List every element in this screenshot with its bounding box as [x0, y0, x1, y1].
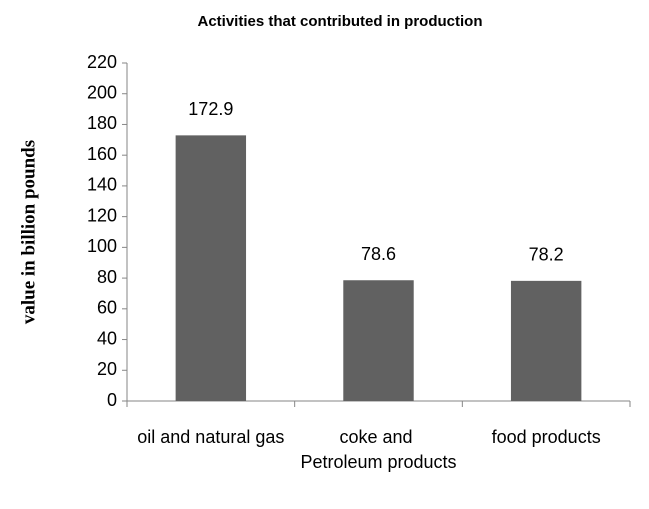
- data-label: 78.6: [361, 244, 396, 264]
- y-tick-label: 120: [87, 205, 117, 225]
- data-label: 78.2: [529, 245, 564, 265]
- y-tick-label: 60: [97, 298, 117, 318]
- x-tick-label: food products: [492, 427, 601, 447]
- data-label: 172.9: [188, 99, 233, 119]
- y-tick-label: 160: [87, 144, 117, 164]
- y-tick-label: 140: [87, 175, 117, 195]
- y-tick-label: 20: [97, 359, 117, 379]
- bar: [343, 280, 414, 401]
- y-tick-label: 200: [87, 82, 117, 102]
- x-tick-label: oil and natural gas: [137, 427, 284, 447]
- chart-title: Activities that contributed in productio…: [198, 13, 483, 30]
- x-tick-label: coke and Petroleum products: [300, 427, 456, 472]
- y-tick-label: 40: [97, 328, 117, 348]
- y-tick-label: 0: [107, 390, 117, 410]
- y-tick-label: 220: [87, 52, 117, 72]
- y-tick-label: 180: [87, 113, 117, 133]
- y-axis-label: value in billion pounds: [18, 140, 39, 324]
- bar: [175, 135, 247, 401]
- y-tick-label: 100: [87, 236, 117, 256]
- y-tick-label: 80: [97, 267, 117, 287]
- bar: [510, 280, 582, 401]
